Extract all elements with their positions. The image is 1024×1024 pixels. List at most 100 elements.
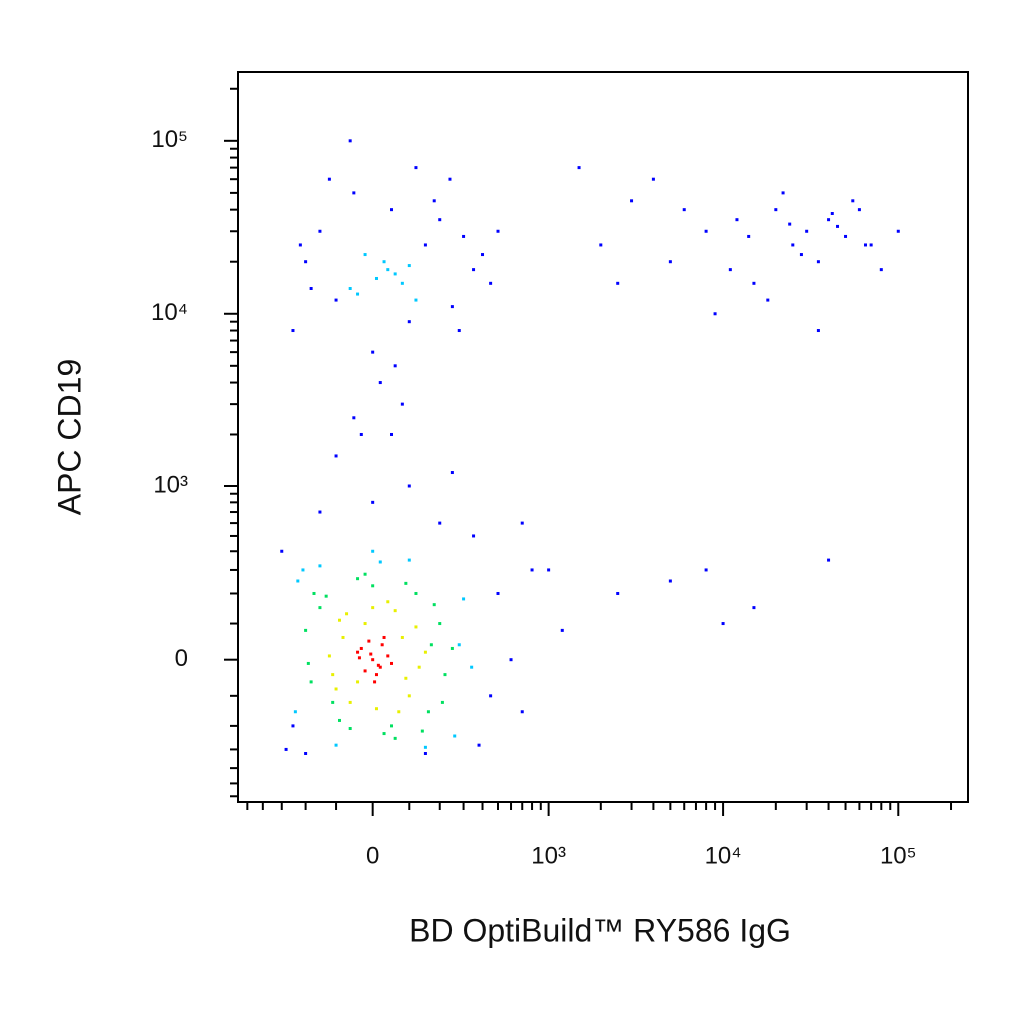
point xyxy=(844,234,848,238)
x-tick-label: 10³ xyxy=(531,842,566,869)
point xyxy=(356,680,360,684)
point xyxy=(704,568,708,572)
point xyxy=(450,646,454,650)
point xyxy=(334,743,338,747)
point xyxy=(462,234,466,238)
point xyxy=(713,312,717,316)
point xyxy=(386,600,390,604)
point xyxy=(489,281,493,285)
point xyxy=(438,622,442,626)
point xyxy=(443,673,447,677)
point xyxy=(752,281,756,285)
point xyxy=(788,222,792,226)
point xyxy=(470,665,474,669)
point xyxy=(432,199,436,203)
point xyxy=(382,635,386,639)
point xyxy=(827,558,831,562)
point xyxy=(616,591,620,595)
point xyxy=(280,549,284,553)
point xyxy=(293,710,297,714)
point xyxy=(284,747,288,751)
point xyxy=(816,260,820,264)
point xyxy=(371,658,375,662)
point xyxy=(417,665,421,669)
point xyxy=(393,364,397,368)
point xyxy=(438,218,442,222)
point xyxy=(407,484,411,488)
point xyxy=(414,591,418,595)
point xyxy=(306,661,310,665)
point xyxy=(304,260,308,264)
point xyxy=(374,707,378,711)
point xyxy=(318,564,322,568)
y-tick-label: 10⁴ xyxy=(151,299,188,326)
point xyxy=(376,663,380,667)
point xyxy=(489,694,493,698)
point xyxy=(337,618,341,622)
point xyxy=(390,724,394,728)
point xyxy=(879,268,883,272)
point xyxy=(477,743,481,747)
point xyxy=(312,591,316,595)
point xyxy=(781,191,785,195)
point xyxy=(390,208,394,212)
point xyxy=(438,521,442,525)
point xyxy=(380,643,384,647)
point xyxy=(830,212,834,216)
point xyxy=(896,229,900,233)
point xyxy=(735,218,739,222)
x-tick-label: 0 xyxy=(366,842,379,869)
point xyxy=(651,177,655,181)
point xyxy=(301,568,305,572)
point xyxy=(426,710,430,714)
point xyxy=(599,243,603,247)
point xyxy=(805,229,809,233)
point xyxy=(371,500,375,504)
point xyxy=(318,510,322,514)
point xyxy=(432,603,436,607)
point xyxy=(393,736,397,740)
point xyxy=(356,577,360,581)
point xyxy=(799,253,803,257)
point xyxy=(481,253,485,257)
point xyxy=(318,229,322,233)
x-axis-label: BD OptiBuild™ RY586 IgG xyxy=(409,912,791,948)
point xyxy=(390,661,394,665)
point xyxy=(414,625,418,629)
point xyxy=(530,568,534,572)
point xyxy=(345,612,349,616)
point xyxy=(304,628,308,632)
point xyxy=(857,208,861,212)
point xyxy=(348,139,352,143)
point xyxy=(864,243,868,247)
point xyxy=(309,287,313,291)
point xyxy=(577,166,581,170)
point xyxy=(453,734,457,738)
point xyxy=(457,643,461,647)
point xyxy=(374,673,378,677)
point xyxy=(352,416,356,420)
point xyxy=(397,710,401,714)
point xyxy=(371,584,375,588)
point xyxy=(404,676,408,680)
point xyxy=(334,687,338,691)
point xyxy=(390,432,394,436)
point xyxy=(363,622,367,626)
point xyxy=(400,281,404,285)
x-tick-label: 10⁴ xyxy=(705,842,742,869)
point xyxy=(423,243,427,247)
point xyxy=(414,298,418,302)
point xyxy=(378,665,382,669)
point xyxy=(363,253,367,257)
point xyxy=(704,229,708,233)
point xyxy=(752,606,756,610)
point xyxy=(766,298,770,302)
point xyxy=(462,597,466,601)
point xyxy=(291,724,295,728)
point xyxy=(457,329,461,333)
point xyxy=(348,727,352,731)
point xyxy=(386,268,390,272)
point xyxy=(291,329,295,333)
point xyxy=(371,549,375,553)
